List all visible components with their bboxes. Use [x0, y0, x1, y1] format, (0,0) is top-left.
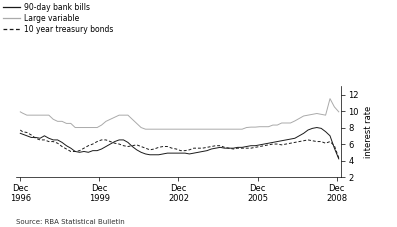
Y-axis label: interest rate: interest rate: [364, 106, 374, 158]
Text: Source: RBA Statistical Bulletin: Source: RBA Statistical Bulletin: [16, 219, 125, 225]
Legend: 90-day bank bills, Large variable, 10 year treasury bonds: 90-day bank bills, Large variable, 10 ye…: [0, 0, 116, 37]
